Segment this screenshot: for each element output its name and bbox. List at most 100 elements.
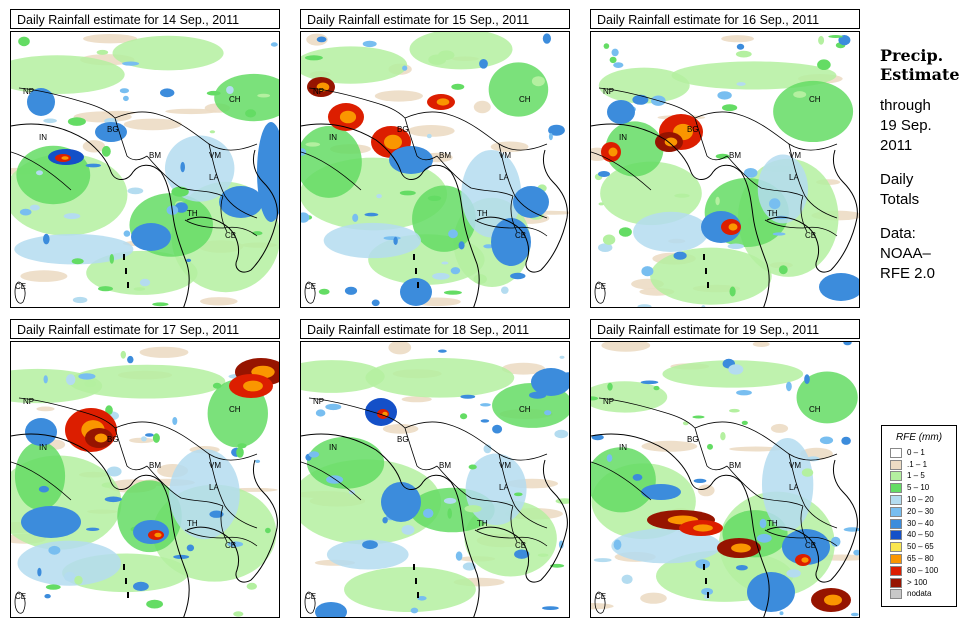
coastline	[591, 433, 770, 617]
rain-cell	[209, 510, 224, 518]
rain-cell	[43, 233, 50, 245]
country-label-bg: BG	[397, 435, 409, 444]
country-border	[308, 397, 406, 429]
island	[413, 254, 415, 260]
rain-cell	[127, 355, 134, 364]
rain-cell	[632, 94, 649, 105]
rain-cell	[265, 527, 271, 534]
rain-area	[671, 61, 837, 90]
rain-cell	[779, 611, 784, 616]
legend-item: 80 – 100	[890, 565, 956, 577]
country-border	[220, 195, 228, 233]
rain-cell	[598, 202, 605, 206]
panel-title: Daily Rainfall estimate for 15 Sep., 201…	[300, 9, 570, 29]
rain-cell	[537, 553, 549, 557]
rain-cell	[736, 390, 752, 396]
rainfall-panel-18-sep: Daily Rainfall estimate for 18 Sep., 201…	[300, 319, 572, 619]
rain-area	[598, 67, 690, 104]
rain-cell	[593, 558, 612, 563]
legend-title: RFE (mm)	[895, 432, 943, 443]
legend-swatch	[890, 577, 902, 588]
rain-cell	[401, 525, 415, 535]
rain-cell	[98, 286, 113, 292]
rain-cell	[441, 261, 449, 265]
country-border	[436, 465, 514, 507]
island	[125, 578, 127, 584]
coastline	[301, 123, 480, 307]
country-label-ce: CE	[15, 282, 26, 291]
data-source-label: RFE 2.0	[880, 265, 936, 282]
rain-cell	[728, 364, 744, 375]
country-label-cb: CB	[225, 231, 236, 240]
country-border	[308, 87, 406, 119]
country-label-np: NP	[313, 397, 324, 406]
country-border	[800, 195, 808, 233]
legend-label: 0 – 1	[907, 447, 925, 457]
country-border	[510, 505, 518, 543]
legend-swatch	[890, 495, 902, 506]
rain-cell	[18, 36, 30, 47]
rain-cell	[443, 290, 462, 295]
rain-cell	[133, 287, 146, 291]
country-label-in: IN	[39, 133, 47, 142]
rain-area-light	[591, 603, 614, 610]
rainfall-field: NP CH IN BG BM VM LA TH CB CE	[11, 34, 279, 307]
island	[707, 592, 709, 598]
rain-area	[164, 135, 235, 202]
rain-cell	[772, 232, 786, 236]
rain-cell	[613, 539, 622, 550]
legend-item: 20 – 30	[890, 506, 956, 518]
rain-cell	[850, 612, 859, 617]
rain-cell	[318, 288, 330, 295]
rain-cell	[186, 544, 195, 552]
rainfall-field: NP CH IN BG BM VM LA TH CB CE	[11, 346, 279, 617]
rain-cell	[640, 380, 659, 385]
country-border	[114, 117, 148, 161]
country-label-bm: BM	[729, 461, 741, 470]
country-label-th: TH	[767, 209, 778, 218]
country-label-bg: BG	[107, 125, 119, 134]
rain-cell	[29, 204, 40, 211]
rain-cell	[607, 382, 613, 391]
rain-cell	[458, 241, 465, 250]
rain-area-light	[697, 484, 715, 497]
country-border	[18, 87, 116, 119]
legend-item: 5 – 10	[890, 482, 956, 494]
rain-cell	[399, 190, 416, 196]
island	[703, 254, 705, 260]
legend-label: > 100	[907, 577, 928, 587]
rain-cell-intense	[21, 506, 81, 538]
rain-area	[301, 46, 408, 84]
heading-line: Precip.	[880, 46, 944, 65]
rain-cell	[841, 436, 851, 445]
country-label-ch: CH	[519, 95, 531, 104]
rain-cell	[438, 349, 447, 353]
rain-cell	[133, 581, 149, 591]
country-label-ch: CH	[229, 405, 241, 414]
country-border	[694, 117, 728, 161]
rain-cell	[246, 582, 257, 590]
rain-cell	[598, 243, 613, 253]
rain-area-light	[729, 446, 783, 452]
country-label-th: TH	[477, 209, 488, 218]
coastline	[14, 591, 26, 614]
coastline	[304, 591, 316, 614]
coastline	[766, 459, 858, 583]
rain-cell	[641, 266, 654, 277]
rain-cell	[37, 567, 42, 577]
rain-area	[214, 73, 279, 122]
rain-cell	[443, 497, 457, 504]
rain-cell	[85, 163, 102, 168]
rain-cell	[838, 35, 851, 46]
rain-cell-intense	[531, 368, 569, 396]
country-label-th: TH	[477, 519, 488, 528]
rain-cell	[122, 61, 140, 66]
rain-cell	[460, 413, 468, 420]
rain-cell	[432, 272, 450, 280]
country-label-np: NP	[603, 397, 614, 406]
coastline	[14, 281, 26, 304]
country-border	[726, 465, 804, 507]
rain-cell	[43, 118, 57, 124]
island	[707, 282, 709, 288]
legend-label: 20 – 30	[907, 506, 934, 516]
